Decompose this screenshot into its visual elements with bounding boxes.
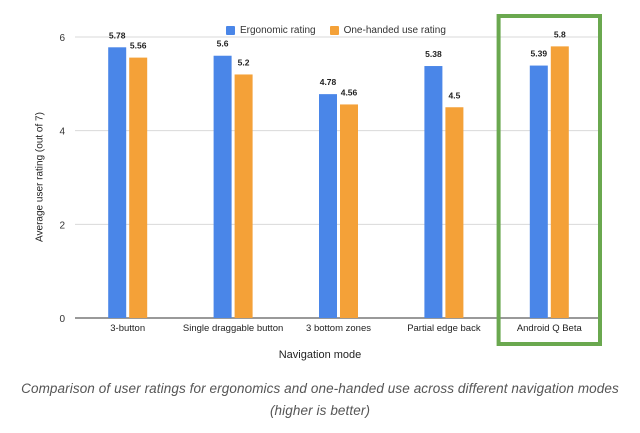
y-tick-label: 4 bbox=[59, 127, 65, 138]
y-axis-title: Average user rating (out of 7) bbox=[34, 112, 46, 242]
bar-one-handed bbox=[445, 107, 464, 318]
data-label: 4.78 bbox=[320, 77, 337, 87]
bar-one-handed bbox=[129, 57, 148, 319]
data-label: 4.56 bbox=[341, 87, 358, 97]
data-label: 5.2 bbox=[238, 57, 250, 67]
bar-ergonomic bbox=[213, 55, 232, 318]
legend-swatch-ergonomic bbox=[226, 26, 235, 35]
legend-item-ergonomic: Ergonomic rating bbox=[226, 25, 316, 36]
data-label: 5.8 bbox=[554, 29, 566, 39]
bar-chart: 0 2 4 6 5.78 5.56 3-button 5.6 5.2 Single draggab… bbox=[59, 14, 603, 346]
x-tick-label: 3 bottom zones bbox=[306, 323, 371, 334]
x-tick-label: Partial edge back bbox=[407, 323, 481, 334]
legend-label-one-handed: One-handed use rating bbox=[343, 25, 446, 36]
chart-legend: Ergonomic rating One-handed use rating bbox=[226, 25, 460, 36]
y-tick-label: 0 bbox=[59, 314, 65, 325]
x-tick-label: Android Q Beta bbox=[517, 323, 583, 334]
x-axis-title: Navigation mode bbox=[278, 349, 362, 361]
x-tick-label: Single draggable button bbox=[183, 323, 283, 334]
y-tick-label: 6 bbox=[59, 33, 65, 44]
figure-caption: Comparison of user ratings for ergonomic… bbox=[21, 381, 619, 418]
bar-ergonomic bbox=[319, 94, 337, 319]
data-label: 5.56 bbox=[130, 41, 147, 51]
legend-swatch-one-handed bbox=[329, 26, 339, 35]
legend-item-one-handed: One-handed use rating bbox=[329, 25, 446, 36]
legend-label-ergonomic: Ergonomic rating bbox=[240, 25, 316, 36]
bar-ergonomic bbox=[529, 65, 548, 319]
data-label: 5.38 bbox=[425, 49, 442, 59]
data-label: 5.78 bbox=[109, 30, 126, 40]
data-label: 5.39 bbox=[531, 49, 548, 59]
bar-ergonomic bbox=[108, 47, 127, 318]
y-tick-label: 2 bbox=[59, 220, 65, 231]
bar-ergonomic bbox=[424, 66, 443, 318]
bar-one-handed bbox=[234, 74, 253, 318]
data-label: 4.5 bbox=[448, 90, 460, 100]
bar-one-handed bbox=[340, 104, 358, 318]
highlight-box bbox=[496, 14, 603, 346]
x-tick-label: 3-button bbox=[110, 323, 145, 334]
data-label: 5.6 bbox=[217, 39, 229, 49]
bar-one-handed bbox=[550, 46, 569, 318]
